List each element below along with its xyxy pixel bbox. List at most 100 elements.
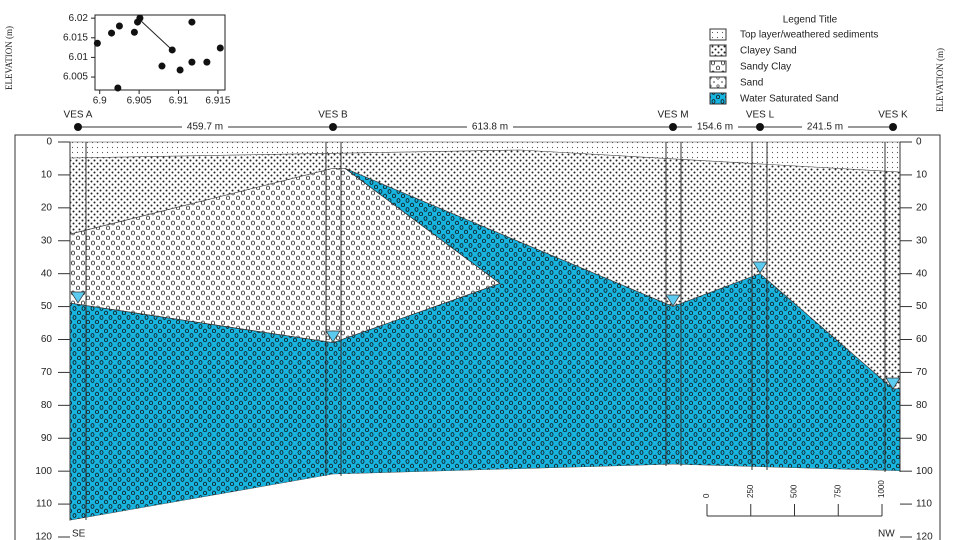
label-bg [182,121,228,133]
depth-label: 20 [41,202,53,213]
point [203,58,211,66]
inset-plot: 6.9 6.905 6.91 6.915 6.02 6.015 6.01 6.005 [63,13,231,107]
distance-label: 154.6 m [697,122,733,133]
point [93,39,101,47]
well-label: VES M [657,110,688,121]
inset-y-label: ELEVATION (m) [4,26,14,90]
wells: VES A VES B VES M VES L VES K 459.7 m 61… [64,110,908,133]
section [69,141,901,540]
depth-axes: 0 0 10 10 20 20 30 30 40 40 50 50 60 60 70 70 80 80 90 90 10… [35,137,933,540]
scale-bar: 0 250 500 750 1000 [702,480,886,517]
point [188,18,196,26]
well-label: VES K [878,110,908,121]
distance-label: 613.8 m [472,122,508,133]
depth-label: 60 [916,334,928,345]
legend-title: Legend Title [783,15,838,26]
depth-label: 90 [916,433,928,444]
depth-label: 50 [41,301,53,312]
end-label: SE [72,529,86,540]
distance-label: 241.5 m [807,122,843,133]
below-section [70,464,900,540]
depth-label: 70 [916,367,928,378]
point [176,66,184,74]
inset-line [139,19,171,49]
water-level [752,261,768,274]
point [136,14,144,22]
legend-swatch [709,44,727,57]
depth-label: 120 [916,532,933,540]
scale-label: 0 [702,493,711,498]
point [168,46,176,54]
point [188,58,196,66]
depth-label: 110 [36,499,52,510]
point [130,28,138,36]
legend-swatch [709,76,727,89]
legend-label: Sandy Clay [740,62,791,73]
legend-label: Sand [740,78,763,89]
well-label: VES B [318,110,348,121]
label-bg [692,121,738,133]
point [114,84,122,92]
legend-label: Top layer/weathered sediments [740,30,878,41]
end-label: NW [878,529,895,540]
depth-label: 30 [916,235,928,246]
distance-label: 459.7 m [187,122,223,133]
label-bg [467,121,513,133]
depth-label: 0 [916,137,922,148]
point [158,62,166,70]
point [108,29,116,37]
depth-label: 0 [46,137,52,148]
depth-label: 110 [916,499,932,510]
depth-label: 10 [916,170,928,181]
x-tick-label: 6.905 [127,96,152,107]
depth-label: 100 [916,466,933,477]
legend-swatch [709,60,727,73]
depth-label: 80 [41,400,53,411]
y-tick-label: 6.02 [69,13,89,24]
well-dot [74,123,82,131]
depth-label: 120 [35,532,52,540]
water-level [885,377,901,390]
x-tick-label: 6.915 [205,96,230,107]
legend: Legend Title Top layer/weathered sedimen… [709,15,878,105]
well-dot [756,123,764,131]
right-label: ELEVATION (m) [935,48,945,112]
y-tick-label: 6.01 [69,52,89,63]
depth-label: 50 [916,301,928,312]
well-dot [329,123,337,131]
legend-label: Clayey Sand [740,46,797,57]
scale-label: 500 [790,484,799,498]
depth-label: 40 [916,268,928,279]
well-label: VES A [64,110,93,121]
depth-label: 80 [916,400,928,411]
legend-swatch [709,28,727,41]
depth-label: 70 [41,367,53,378]
water-level [665,294,681,307]
point [115,22,123,30]
scale-label: 250 [746,484,755,498]
label-bg [802,121,848,133]
legend-label: Water Saturated Sand [740,94,839,105]
depth-label: 40 [41,268,53,279]
depth-label: 90 [41,433,53,444]
depth-label: 60 [41,334,53,345]
depth-label: 30 [41,235,53,246]
water-level [325,330,341,343]
well-dot [889,123,897,131]
scale-label: 1000 [877,480,886,498]
depth-label: 20 [916,202,928,213]
depth-label: 100 [35,466,52,477]
well-label: VES L [746,110,775,121]
legend-swatch [709,92,727,105]
y-tick-label: 6.015 [63,32,88,43]
inset-frame [94,14,226,91]
point [216,44,224,52]
x-tick-label: 6.9 [93,96,107,107]
well-dot [669,123,677,131]
depth-label: 10 [41,170,53,181]
scale-label: 750 [833,484,842,498]
water-level [70,291,86,304]
y-tick-label: 6.005 [63,72,88,83]
x-tick-label: 6.91 [169,96,189,107]
